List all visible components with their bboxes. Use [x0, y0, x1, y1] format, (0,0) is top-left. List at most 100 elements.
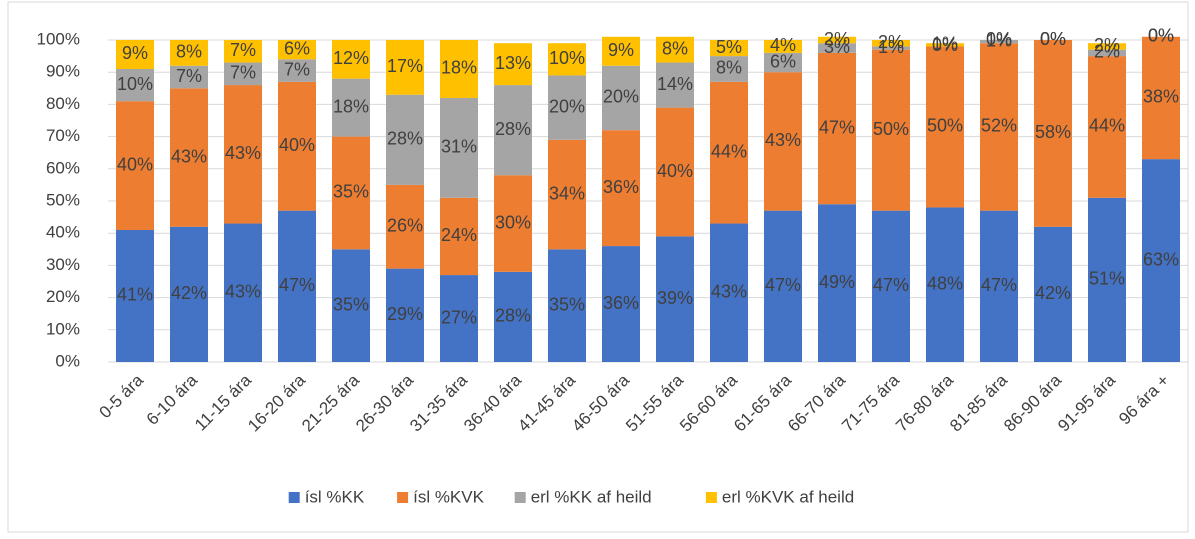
bar-segment	[548, 139, 586, 250]
x-tick-label: 41-45 ára	[514, 370, 579, 435]
data-label: 43%	[225, 143, 261, 163]
data-label: 43%	[765, 130, 801, 150]
bar-segment	[386, 94, 424, 185]
bar-segment	[656, 107, 694, 237]
data-label: 1%	[932, 34, 958, 54]
bar-segment	[548, 75, 586, 140]
data-label: 2%	[878, 32, 904, 52]
bar-segment	[494, 175, 532, 272]
bar-segment	[980, 40, 1018, 44]
bar-segment	[1142, 159, 1180, 362]
bar-segment	[116, 68, 154, 102]
bar-segment	[710, 40, 748, 57]
data-label: 47%	[765, 275, 801, 295]
x-tick-label: 66-70 ára	[784, 370, 849, 435]
bar-segment	[440, 97, 478, 198]
x-tick-label: 31-35 ára	[406, 370, 471, 435]
data-label: 47%	[819, 117, 855, 137]
data-label: 18%	[441, 58, 477, 78]
y-tick-label: 50%	[46, 190, 80, 209]
bar-segment	[224, 85, 262, 224]
data-label: 43%	[711, 282, 747, 302]
data-label: 7%	[230, 63, 256, 83]
x-tick-label: 86-90 ára	[1000, 370, 1065, 435]
data-label: 5%	[716, 37, 742, 57]
bar-segment	[1088, 43, 1126, 50]
bar-segment	[386, 268, 424, 362]
bar-segment	[170, 40, 208, 66]
bar-segment	[1088, 197, 1126, 362]
data-label: 8%	[716, 58, 742, 78]
x-tick-label: 81-85 ára	[946, 370, 1011, 435]
bar-segment	[332, 40, 370, 79]
bar-segment	[1034, 40, 1072, 227]
bar-segment	[1034, 226, 1072, 362]
bar-segment	[224, 223, 262, 362]
data-label: 20%	[549, 96, 585, 116]
data-label: 47%	[873, 275, 909, 295]
bar-segment	[818, 52, 856, 205]
data-label: 29%	[387, 304, 423, 324]
y-tick-label: 60%	[46, 158, 80, 177]
y-tick-label: 20%	[46, 287, 80, 306]
data-label: 28%	[387, 129, 423, 149]
bar-segment	[926, 43, 964, 47]
x-tick-label: 76-80 ára	[892, 370, 957, 435]
data-label: 2%	[1094, 35, 1120, 55]
data-label: 9%	[122, 43, 148, 63]
data-label: 14%	[657, 74, 693, 94]
y-tick-label: 30%	[46, 255, 80, 274]
bar-segment	[332, 78, 370, 137]
data-label: 49%	[819, 272, 855, 292]
bar-segment	[332, 249, 370, 362]
data-label: 7%	[284, 59, 310, 79]
bar-segment	[170, 65, 208, 89]
bar-segment	[386, 184, 424, 269]
data-label: 28%	[495, 306, 531, 326]
bar-segment	[602, 130, 640, 247]
data-label: 38%	[1143, 87, 1179, 107]
data-label: 12%	[333, 48, 369, 68]
x-tick-label: 56-60 ára	[676, 370, 741, 435]
x-tick-label: 16-20 ára	[244, 370, 309, 435]
bar-segment	[116, 40, 154, 69]
bar-segment	[1088, 49, 1126, 57]
bar-segment	[872, 49, 910, 211]
x-tick-label: 26-30 ára	[352, 370, 417, 435]
data-label: 51%	[1089, 269, 1125, 289]
data-label: 13%	[495, 53, 531, 73]
data-label: 43%	[225, 282, 261, 302]
bar-segment	[980, 43, 1018, 211]
data-label: 50%	[927, 116, 963, 136]
bar-segment	[278, 59, 316, 82]
bar-segment	[818, 36, 856, 44]
bar-segment	[602, 246, 640, 362]
legend-label: ísl %KVK	[413, 487, 485, 506]
x-tick-label: 51-55 ára	[622, 370, 687, 435]
data-label: 28%	[495, 119, 531, 139]
data-label: 34%	[549, 183, 585, 203]
bar-segment	[440, 197, 478, 276]
data-label: 50%	[873, 119, 909, 139]
bar-segment	[494, 85, 532, 176]
bar-segment	[278, 210, 316, 362]
data-label: 58%	[1035, 122, 1071, 142]
bar-segment	[926, 46, 964, 208]
data-label: 35%	[549, 294, 585, 314]
data-label: 7%	[230, 40, 256, 60]
data-label: 35%	[333, 294, 369, 314]
data-label: 27%	[441, 307, 477, 327]
data-label: 8%	[176, 42, 202, 62]
data-label: 8%	[662, 38, 688, 58]
y-tick-label: 90%	[46, 62, 80, 81]
bar-segment	[656, 236, 694, 362]
data-label: 18%	[333, 96, 369, 116]
data-label: 47%	[279, 275, 315, 295]
bar-segment	[278, 81, 316, 211]
bar-segment	[548, 249, 586, 362]
data-label: 4%	[770, 35, 796, 55]
data-label: 7%	[176, 66, 202, 86]
bar-segment	[818, 43, 856, 53]
bar-segment	[764, 210, 802, 362]
bar-segment	[872, 46, 910, 50]
